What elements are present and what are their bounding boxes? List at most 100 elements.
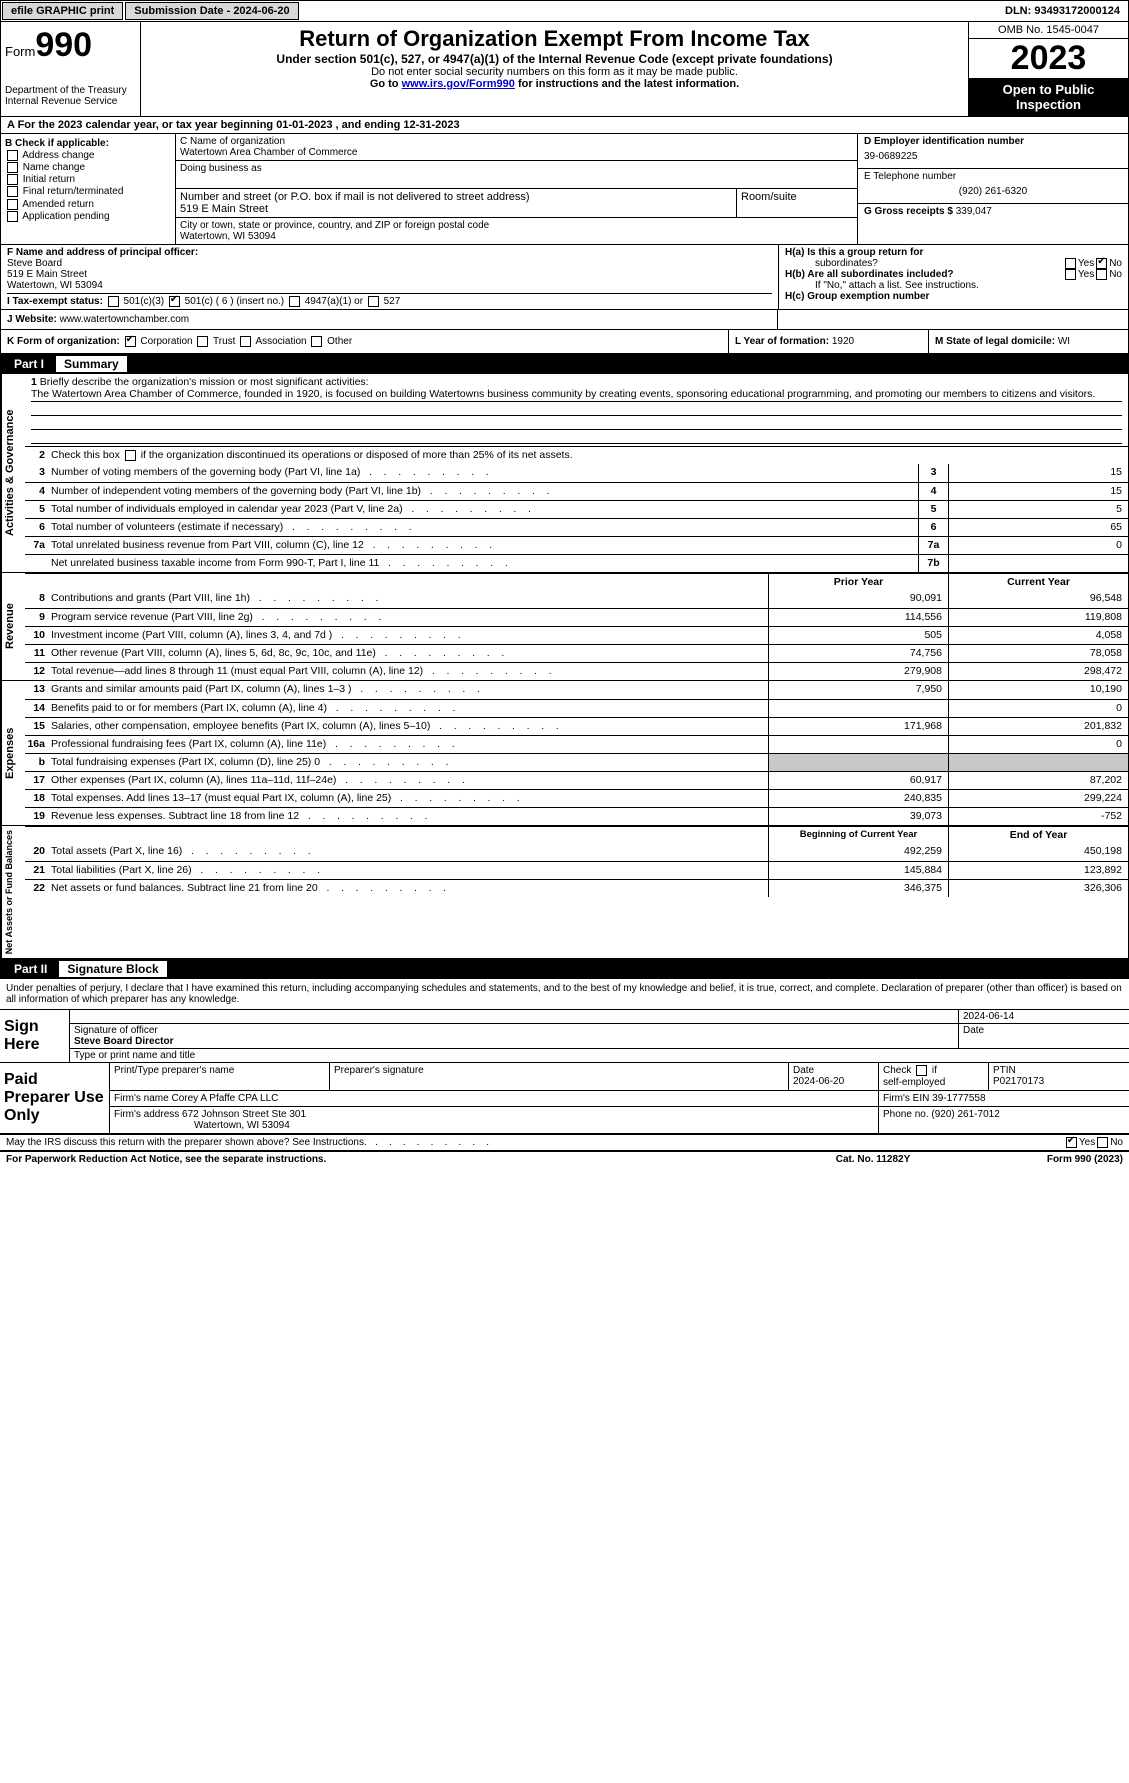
part2-label: Part II xyxy=(6,962,55,976)
ln-current: 4,058 xyxy=(948,627,1128,644)
chk-501c3[interactable] xyxy=(108,296,119,307)
ln-prior: 39,073 xyxy=(768,808,948,825)
form-title: Return of Organization Exempt From Incom… xyxy=(147,26,962,52)
col-begin: Beginning of Current Year xyxy=(768,827,948,843)
chk-discuss-no[interactable] xyxy=(1097,1137,1108,1148)
top-bar: efile GRAPHIC print Submission Date - 20… xyxy=(0,0,1129,22)
l1-text: The Watertown Area Chamber of Commerce, … xyxy=(31,388,1122,402)
form-header-right: OMB No. 1545-0047 2023 Open to Public In… xyxy=(968,22,1128,116)
ln-box: 4 xyxy=(918,483,948,500)
line-11: 11Other revenue (Part VIII, column (A), … xyxy=(25,644,1128,662)
line-12: 12Total revenue—add lines 8 through 11 (… xyxy=(25,662,1128,680)
prow2: Firm's name Corey A Pfaffe CPA LLC Firm'… xyxy=(110,1091,1129,1107)
hb-note: If "No," attach a list. See instructions… xyxy=(785,280,1122,291)
m-label: M State of legal domicile: xyxy=(935,336,1058,347)
addr-value: 519 E Main Street xyxy=(180,203,732,215)
ptin-cell: PTIN P02170173 xyxy=(989,1063,1129,1089)
irs-link[interactable]: www.irs.gov/Form990 xyxy=(402,78,515,90)
chk-527[interactable] xyxy=(368,296,379,307)
boxb-opt-1: Name change xyxy=(5,162,171,173)
ln-num: 17 xyxy=(25,772,47,789)
part1-label: Part I xyxy=(6,357,52,371)
chk-4947[interactable] xyxy=(289,296,300,307)
tel-value: (920) 261-6320 xyxy=(864,182,1122,201)
ln-prior xyxy=(768,700,948,717)
chk-other[interactable] xyxy=(311,336,322,347)
chk-ha-yes[interactable] xyxy=(1065,258,1076,269)
chk-boxb-2[interactable] xyxy=(7,174,18,185)
ha-row: H(a) Is this a group return for xyxy=(785,247,1122,258)
lbl-501c: 501(c) ( 6 ) (insert no.) xyxy=(185,296,284,307)
ln-desc: Professional fundraising fees (Part IX, … xyxy=(47,736,768,753)
ln-current xyxy=(948,754,1128,771)
discuss-yes: Yes xyxy=(1079,1137,1095,1148)
gross-cell: G Gross receipts $ 339,047 xyxy=(858,204,1128,219)
chk-boxb-1[interactable] xyxy=(7,162,18,173)
chk-hb-yes[interactable] xyxy=(1065,269,1076,280)
ha-label: H(a) Is this a group return for xyxy=(785,247,923,258)
open-inspection-badge: Open to Public Inspection xyxy=(969,78,1128,116)
ln-num: 12 xyxy=(25,663,47,680)
net-content: Beginning of Current Year End of Year 20… xyxy=(25,826,1128,958)
sig-date: 2024-06-14 xyxy=(959,1010,1129,1023)
ln-current: 299,224 xyxy=(948,790,1128,807)
chk-l2[interactable] xyxy=(125,450,136,461)
form-number: Form990 xyxy=(5,26,136,65)
ln-val: 15 xyxy=(948,483,1128,500)
m-value: WI xyxy=(1058,336,1070,347)
net-col-hdr: Beginning of Current Year End of Year xyxy=(25,826,1128,843)
chk-ha-no[interactable] xyxy=(1096,258,1107,269)
l2-desc: Check this box if the organization disco… xyxy=(47,447,1128,464)
ln-current: 10,190 xyxy=(948,681,1128,699)
form-note2: Go to www.irs.gov/Form990 for instructio… xyxy=(147,78,962,90)
line-10: 10Investment income (Part VIII, column (… xyxy=(25,626,1128,644)
sig-intro: Under penalties of perjury, I declare th… xyxy=(0,979,1129,1010)
ln-prior: 171,968 xyxy=(768,718,948,735)
ln-desc: Revenue less expenses. Subtract line 18 … xyxy=(47,808,768,825)
form-header: Form990 Department of the Treasury Inter… xyxy=(0,22,1129,117)
line-14: 14Benefits paid to or for members (Part … xyxy=(25,699,1128,717)
firm-name-cell: Firm's name Corey A Pfaffe CPA LLC xyxy=(110,1091,879,1106)
ln-desc: Total revenue—add lines 8 through 11 (mu… xyxy=(47,663,768,680)
ag-line-6: 6Total number of volunteers (estimate if… xyxy=(25,518,1128,536)
line-8: 8Contributions and grants (Part VIII, li… xyxy=(25,590,1128,608)
officer-addr2: Watertown, WI 53094 xyxy=(7,280,772,291)
efile-print-button[interactable]: efile GRAPHIC print xyxy=(2,2,123,20)
ln-num: 7a xyxy=(25,537,47,554)
paperwork: For Paperwork Reduction Act Notice, see … xyxy=(6,1154,773,1165)
chk-boxb-3[interactable] xyxy=(7,186,18,197)
boxb-opt-0: Address change xyxy=(5,150,171,161)
l1-label: Briefly describe the organization's miss… xyxy=(40,376,369,388)
note2-suffix: for instructions and the latest informat… xyxy=(515,78,739,90)
vlabel-rev: Revenue xyxy=(1,573,25,680)
officer-name: Steve Board xyxy=(7,258,772,269)
chk-boxb-0[interactable] xyxy=(7,150,18,161)
orgform-k: K Form of organization: Corporation Trus… xyxy=(1,330,728,353)
orgform-m: M State of legal domicile: WI xyxy=(928,330,1128,353)
chk-self-emp[interactable] xyxy=(916,1065,927,1076)
row-a-tax-year: A For the 2023 calendar year, or tax yea… xyxy=(0,117,1129,134)
ln-num: 8 xyxy=(25,590,47,608)
ha-sub: subordinates? xyxy=(785,258,1063,269)
ln-num: 11 xyxy=(25,645,47,662)
footer-discuss: May the IRS discuss this return with the… xyxy=(0,1134,1129,1150)
chk-501c[interactable] xyxy=(169,296,180,307)
tax-year: 2023 xyxy=(969,39,1128,78)
dln-label: DLN: 93493172000124 xyxy=(997,3,1128,19)
lbl-4947: 4947(a)(1) or xyxy=(305,296,363,307)
orgform-row: K Form of organization: Corporation Trus… xyxy=(0,330,1129,354)
phone-cell: Phone no. (920) 261-7012 xyxy=(879,1107,1129,1133)
chk-hb-no[interactable] xyxy=(1096,269,1107,280)
ln-prior: 7,950 xyxy=(768,681,948,699)
chk-assoc[interactable] xyxy=(240,336,251,347)
chk-corp[interactable] xyxy=(125,336,136,347)
chk-discuss-yes[interactable] xyxy=(1066,1137,1077,1148)
chk-boxb-5[interactable] xyxy=(7,211,18,222)
sign-here-block: Sign Here 2024-06-14 Signature of office… xyxy=(0,1010,1129,1063)
chk-trust[interactable] xyxy=(197,336,208,347)
firm-name: Corey A Pfaffe CPA LLC xyxy=(171,1093,278,1104)
submission-date-button[interactable]: Submission Date - 2024-06-20 xyxy=(125,2,298,20)
chk-boxb-4[interactable] xyxy=(7,199,18,210)
gross-value: 339,047 xyxy=(956,206,992,217)
l1-blank2 xyxy=(31,416,1122,430)
